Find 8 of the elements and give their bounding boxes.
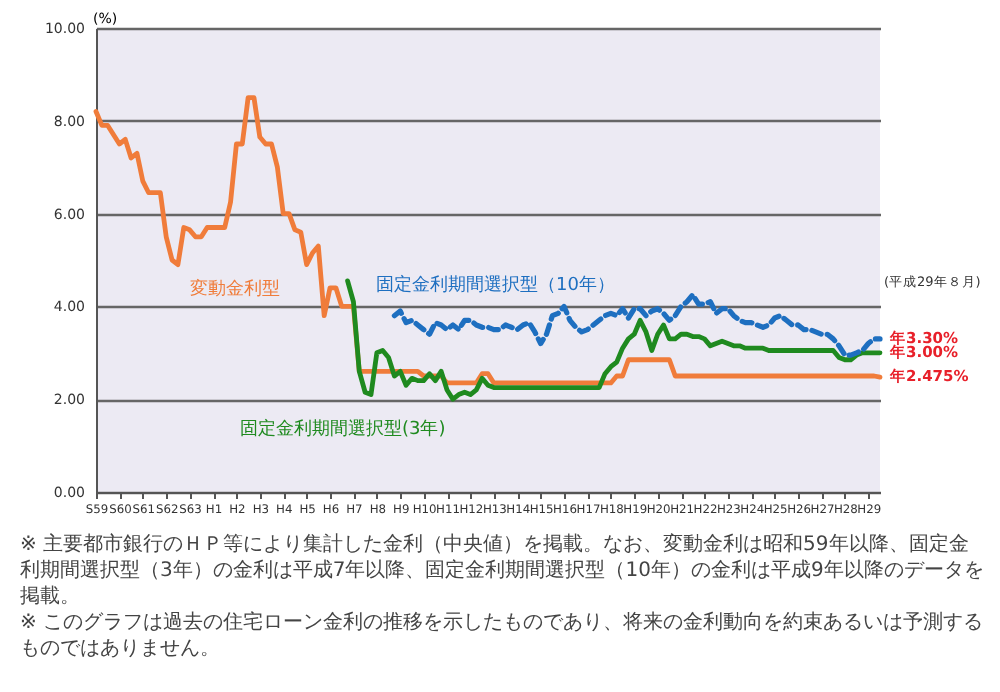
line-series — [93, 95, 883, 386]
line-series — [391, 292, 883, 358]
series-label: 変動金利型 — [190, 278, 280, 300]
text: ※ 主要都市銀行のＨＰ等により集計した金利（中央値）を掲載。なお、変動金利は昭和59年以降、固定金利期間選択型（3年）の金利は平成7年以降、固定金利期間選択型（10年）の金利は平成9年以降のデータを掲載。 — [20, 532, 986, 610]
series-label: 固定金利期間選択型(3年) — [240, 418, 446, 440]
text: ※ このグラフは過去の住宅ローン金利の推移を示したものであり、将来の金利動向を約束あるいは予測するものではありません。 — [20, 610, 986, 662]
line-series — [345, 278, 883, 402]
series-label: 固定金利期間選択型（10年） — [376, 274, 615, 296]
